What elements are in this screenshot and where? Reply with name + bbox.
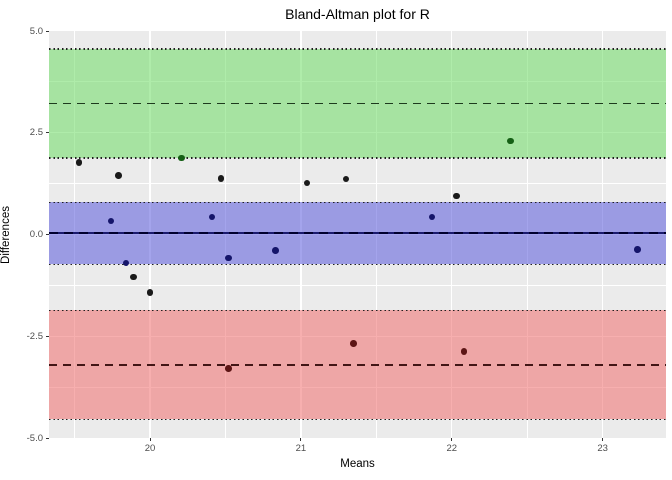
y-axis-tick (46, 335, 49, 337)
chart-title: Bland-Altman plot for R (285, 6, 430, 22)
x-axis-tick (451, 438, 453, 441)
y-axis-title: Differences (0, 206, 12, 264)
y-axis-tick-label: -5.0 (26, 432, 43, 444)
x-axis-tick (300, 438, 302, 441)
data-point (225, 365, 232, 372)
data-point (122, 259, 130, 267)
x-axis-title: Means (340, 458, 375, 470)
y-axis-tick (46, 437, 49, 439)
ci-dotted-line (49, 309, 666, 311)
y-minor-gridline (49, 284, 666, 286)
data-point (460, 348, 468, 355)
y-axis-tick-label: -2.5 (26, 330, 43, 342)
data-point (350, 340, 358, 347)
lower-loa-line (49, 363, 666, 366)
x-axis-tick-label: 20 (144, 443, 156, 454)
ci-dotted-line (49, 201, 666, 204)
data-point (225, 254, 232, 262)
data-point (217, 175, 225, 183)
x-axis-tick (602, 438, 604, 441)
data-point (208, 213, 216, 221)
data-point (75, 159, 83, 166)
x-axis-tick (149, 438, 151, 441)
y-axis-tick-label: 2.5 (29, 127, 43, 139)
y-minor-gridline (49, 183, 666, 185)
y-axis-tick (46, 30, 49, 32)
ci-dotted-line (49, 263, 666, 265)
data-point (107, 217, 115, 225)
x-axis-tick-label: 21 (295, 443, 307, 454)
data-point (428, 213, 436, 221)
data-point (115, 172, 122, 179)
y-axis-tick (46, 234, 49, 235)
x-axis-tick-label: 22 (446, 443, 458, 454)
data-point (303, 179, 311, 187)
x-axis-tick-label: 23 (597, 443, 608, 454)
plot-panel (49, 31, 666, 438)
data-point (342, 175, 350, 183)
y-axis-tick-label: 0.0 (29, 229, 43, 240)
y-axis-tick-label: 5.0 (29, 25, 43, 37)
y-axis-tick (46, 132, 49, 134)
data-point (271, 247, 279, 255)
bias-line (49, 232, 666, 235)
ci-dotted-line (49, 418, 666, 420)
upper-loa-line (49, 102, 666, 105)
data-point (130, 273, 137, 281)
ci-dotted-line (49, 157, 666, 159)
data-point (178, 154, 186, 162)
data-point (146, 289, 154, 296)
data-point (453, 192, 460, 200)
data-point (634, 246, 641, 253)
ci-dotted-line (49, 48, 666, 50)
data-point (507, 137, 514, 145)
